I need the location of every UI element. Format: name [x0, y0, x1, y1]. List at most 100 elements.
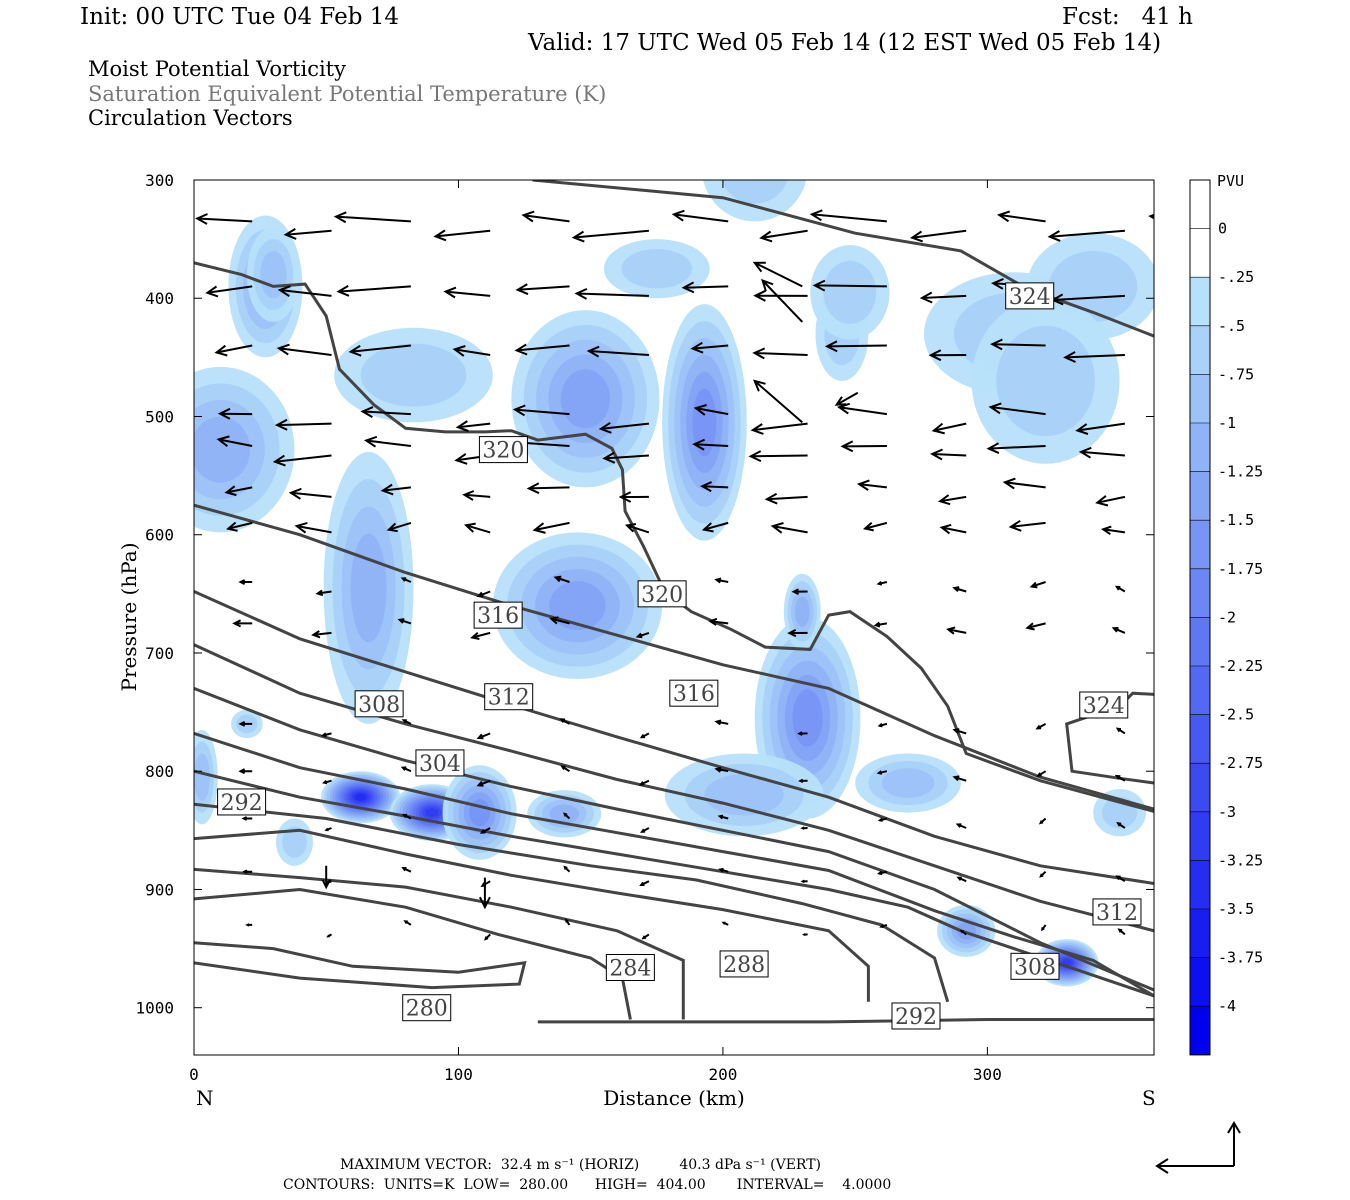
colorbar-label: -2.5	[1218, 706, 1254, 724]
circulation-vector	[1002, 477, 1046, 490]
circulation-vector	[718, 867, 729, 873]
circulation-vector	[717, 814, 729, 820]
colorbar-label: 0	[1218, 220, 1227, 238]
circulation-vector	[326, 933, 333, 938]
circulation-vector	[952, 586, 967, 593]
circulation-vector	[462, 490, 491, 501]
circulation-vector	[618, 491, 649, 503]
circulation-vector	[952, 775, 967, 782]
y-tick-label: 700	[145, 644, 174, 663]
circulation-vector	[752, 261, 803, 288]
colorbar-unit: PVU	[1217, 172, 1244, 190]
colorbar-label: -.75	[1218, 365, 1254, 383]
circulation-vector	[205, 285, 253, 298]
circulation-vector	[959, 929, 967, 936]
circulation-vector	[238, 721, 253, 727]
circulation-vector	[512, 404, 570, 417]
colorbar-swatch	[1190, 180, 1210, 230]
circulation-vector	[276, 343, 332, 356]
circulation-vector	[879, 923, 888, 929]
colorbar-swatch	[1190, 228, 1210, 278]
circulation-vector	[476, 779, 491, 787]
circulation-vector	[380, 483, 412, 496]
y-axis: 300 400 500 600 700 800 900 1000	[135, 171, 1154, 1018]
contour-label: 320	[482, 439, 524, 464]
pv-fill-patch	[823, 260, 877, 324]
colorbar-swatch	[1190, 714, 1210, 764]
circulation-vector	[692, 438, 729, 451]
circulation-vector	[1075, 422, 1126, 435]
circulation-vector	[1025, 622, 1046, 631]
circulation-vector	[862, 521, 888, 532]
x-end-label-south: S	[1142, 1086, 1156, 1110]
circulation-vector	[532, 521, 570, 534]
theta-es-contour	[194, 802, 950, 1003]
circulation-vector	[232, 619, 253, 628]
circulation-vector	[877, 722, 888, 728]
circulation-vector	[681, 281, 729, 294]
reference-vector-icon	[1155, 1121, 1241, 1174]
circulation-vector	[708, 617, 729, 626]
x-axis-title: Distance (km)	[603, 1086, 745, 1110]
circulation-vector	[479, 877, 491, 910]
circulation-vector	[624, 523, 650, 534]
colorbar-label: -.5	[1218, 317, 1245, 335]
colorbar-swatch	[1190, 471, 1210, 521]
pv-fill-patch	[350, 533, 387, 643]
y-tick-label: 800	[145, 762, 174, 781]
contour-label: 284	[609, 957, 651, 982]
theta-es-contour	[194, 261, 1154, 813]
circulation-vector	[277, 285, 332, 297]
colorbar-swatch	[1190, 909, 1210, 959]
contour-label-box	[354, 690, 404, 718]
contour-label-box	[891, 1002, 941, 1030]
contour-label-box	[1079, 691, 1129, 719]
theta-es-contour	[194, 941, 527, 990]
x-tick-label: 100	[444, 1065, 473, 1084]
contour-label-box	[719, 950, 769, 978]
circulation-vector	[801, 933, 808, 937]
circulation-vector	[294, 521, 332, 534]
contour-label: 324	[1083, 694, 1125, 719]
pv-fill-patch	[881, 768, 935, 798]
pv-fill-patch	[360, 343, 467, 407]
circulation-vector	[563, 865, 571, 873]
x-end-label-north: N	[196, 1086, 214, 1110]
colorbar-label: -4	[1218, 997, 1236, 1015]
circulation-vector	[690, 341, 729, 354]
pv-fill-patch	[194, 753, 210, 801]
circulation-vector	[401, 719, 412, 725]
circulation-vector	[322, 779, 332, 785]
contour-label: 320	[641, 583, 683, 608]
circulation-vector	[386, 521, 412, 533]
colorbar-label: -2	[1218, 608, 1236, 626]
theta-es-contour	[194, 731, 1154, 998]
pv-fill-patch	[792, 689, 823, 747]
circulation-vector	[931, 422, 967, 435]
circulation-vector	[693, 404, 729, 416]
contour-label: 288	[723, 953, 765, 978]
colorbar-label: -2.75	[1218, 754, 1263, 772]
field-label-mpv: Moist Potential Vorticity	[88, 57, 346, 81]
circulation-vector	[476, 732, 491, 740]
circulation-vector	[714, 766, 729, 773]
circulation-vector	[559, 718, 570, 725]
circulation-vector	[791, 588, 808, 595]
circulation-vector	[1100, 525, 1126, 536]
circulation-vector	[759, 229, 808, 243]
circulation-vector	[988, 402, 1046, 416]
circulation-vector	[753, 289, 808, 302]
circulation-vector	[1115, 875, 1126, 883]
contour-label: 308	[1014, 955, 1056, 980]
circulation-vector	[443, 286, 491, 299]
circulation-vector	[348, 344, 412, 357]
circulation-vector	[1111, 626, 1126, 634]
contour-label-box	[415, 749, 465, 777]
circulation-vector	[930, 448, 967, 461]
theta-es-contour	[537, 1018, 1154, 1024]
circulation-vector	[549, 616, 570, 625]
circulation-vector	[955, 823, 967, 829]
x-axis: 0 100 200 300	[189, 180, 1002, 1084]
theta-es-contour	[194, 769, 1154, 998]
circulation-vector	[1036, 770, 1047, 777]
